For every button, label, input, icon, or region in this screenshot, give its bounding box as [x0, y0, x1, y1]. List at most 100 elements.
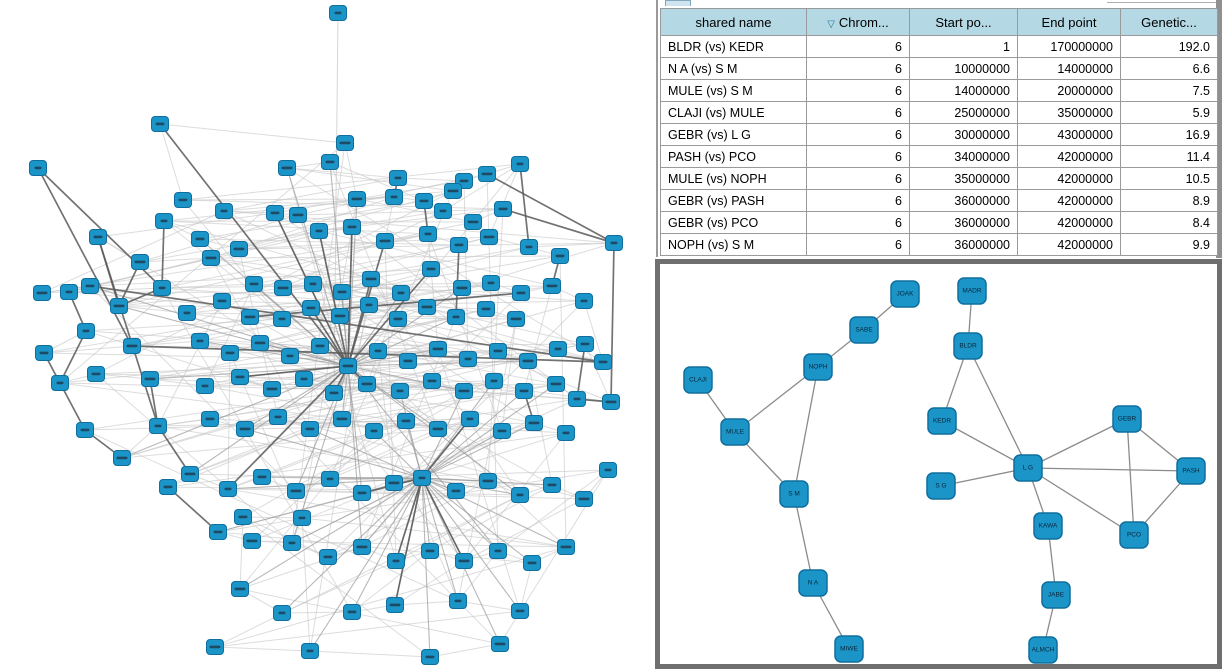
- graph-node[interactable]: [450, 237, 468, 253]
- graph-node[interactable]: [339, 358, 357, 374]
- graph-node[interactable]: [447, 483, 465, 499]
- graph-node[interactable]: [273, 605, 291, 621]
- table-cell[interactable]: 42000000: [1017, 145, 1121, 168]
- graph-node[interactable]: [51, 375, 69, 391]
- table-tab-fragment[interactable]: [665, 0, 691, 6]
- table-cell[interactable]: GEBR (vs) PASH: [660, 189, 807, 212]
- graph-node[interactable]: [455, 553, 473, 569]
- graph-node[interactable]: [362, 271, 380, 287]
- table-cell[interactable]: 43000000: [1017, 123, 1121, 146]
- graph-node[interactable]: [201, 411, 219, 427]
- table-cell[interactable]: N A (vs) S M: [660, 57, 807, 80]
- graph-node[interactable]: [549, 341, 567, 357]
- graph-node[interactable]: [543, 477, 561, 493]
- table-row[interactable]: GEBR (vs) L G 6 30000000 43000000 16.9: [660, 123, 1218, 146]
- graph-node[interactable]: [209, 524, 227, 540]
- graph-node[interactable]: [141, 371, 159, 387]
- graph-node[interactable]: [153, 280, 171, 296]
- graph-node[interactable]: [159, 479, 177, 495]
- node-miwe[interactable]: MIWE: [834, 635, 864, 663]
- graph-node[interactable]: [385, 189, 403, 205]
- graph-node[interactable]: [429, 421, 447, 437]
- graph-node[interactable]: [196, 378, 214, 394]
- table-cell[interactable]: 6: [806, 79, 910, 102]
- node-almch[interactable]: ALMCH: [1028, 636, 1058, 664]
- graph-node[interactable]: [155, 213, 173, 229]
- graph-node[interactable]: [478, 166, 496, 182]
- table-cell[interactable]: BLDR (vs) KEDR: [660, 35, 807, 58]
- graph-node[interactable]: [419, 226, 437, 242]
- graph-node[interactable]: [113, 450, 131, 466]
- table-cell[interactable]: 10000000: [909, 57, 1018, 80]
- table-cell[interactable]: 6: [806, 211, 910, 234]
- graph-node[interactable]: [295, 371, 313, 387]
- table-cell[interactable]: 6: [806, 145, 910, 168]
- node-bldr[interactable]: BLDR: [953, 332, 983, 360]
- graph-node[interactable]: [455, 383, 473, 399]
- overview-network-canvas[interactable]: [0, 0, 655, 669]
- graph-node[interactable]: [376, 233, 394, 249]
- graph-node[interactable]: [274, 280, 292, 296]
- graph-node[interactable]: [594, 354, 612, 370]
- table-cell[interactable]: 8.9: [1120, 189, 1218, 212]
- table-cell[interactable]: NOPH (vs) S M: [660, 233, 807, 256]
- table-row[interactable]: N A (vs) S M 6 10000000 14000000 6.6: [660, 57, 1218, 80]
- graph-node[interactable]: [512, 285, 530, 301]
- graph-node[interactable]: [123, 338, 141, 354]
- graph-node[interactable]: [231, 581, 249, 597]
- graph-node[interactable]: [76, 422, 94, 438]
- graph-node[interactable]: [551, 248, 569, 264]
- graph-node[interactable]: [215, 203, 233, 219]
- graph-node[interactable]: [576, 336, 594, 352]
- graph-node[interactable]: [181, 466, 199, 482]
- table-row[interactable]: NOPH (vs) S M 6 36000000 42000000 9.9: [660, 233, 1218, 256]
- graph-node[interactable]: [251, 335, 269, 351]
- graph-node[interactable]: [461, 411, 479, 427]
- graph-node[interactable]: [353, 485, 371, 501]
- graph-node[interactable]: [281, 348, 299, 364]
- graph-node[interactable]: [421, 543, 439, 559]
- graph-node[interactable]: [206, 639, 224, 655]
- graph-node[interactable]: [480, 229, 498, 245]
- detail-network-canvas[interactable]: JOAK MADR SABE NOPH BLDR CLAJI MULE KEDR GEBR S G…: [660, 264, 1217, 664]
- graph-node[interactable]: [386, 597, 404, 613]
- table-cell[interactable]: 36000000: [909, 189, 1018, 212]
- graph-node[interactable]: [489, 543, 507, 559]
- node-kedr[interactable]: KEDR: [927, 407, 957, 435]
- node-s-g[interactable]: S G: [926, 472, 956, 500]
- graph-node[interactable]: [283, 535, 301, 551]
- graph-node[interactable]: [523, 555, 541, 571]
- graph-node[interactable]: [87, 366, 105, 382]
- table-cell[interactable]: 11.4: [1120, 145, 1218, 168]
- node-noph[interactable]: NOPH: [803, 353, 833, 381]
- node-pash[interactable]: PASH: [1176, 457, 1206, 485]
- column-header-shared-name[interactable]: shared name: [660, 8, 807, 36]
- graph-node[interactable]: [482, 275, 500, 291]
- graph-node[interactable]: [301, 643, 319, 659]
- node-sabe[interactable]: SABE: [849, 316, 879, 344]
- graph-node[interactable]: [507, 311, 525, 327]
- graph-node[interactable]: [494, 201, 512, 217]
- column-header-start-position[interactable]: Start po...: [909, 8, 1018, 36]
- graph-node[interactable]: [311, 338, 329, 354]
- graph-node[interactable]: [35, 345, 53, 361]
- table-cell[interactable]: 6: [806, 189, 910, 212]
- node-pco[interactable]: PCO: [1119, 521, 1149, 549]
- graph-node[interactable]: [89, 229, 107, 245]
- table-cell[interactable]: 42000000: [1017, 189, 1121, 212]
- graph-node[interactable]: [415, 193, 433, 209]
- graph-node[interactable]: [321, 471, 339, 487]
- table-row[interactable]: BLDR (vs) KEDR 6 1 170000000 192.0: [660, 35, 1218, 58]
- table-cell[interactable]: 6: [806, 35, 910, 58]
- graph-node[interactable]: [385, 475, 403, 491]
- graph-node[interactable]: [60, 284, 78, 300]
- table-cell[interactable]: PASH (vs) PCO: [660, 145, 807, 168]
- graph-node[interactable]: [263, 381, 281, 397]
- graph-node[interactable]: [219, 481, 237, 497]
- table-cell[interactable]: MULE (vs) NOPH: [660, 167, 807, 190]
- table-vertical-scrollbar[interactable]: [1216, 0, 1222, 258]
- graph-node[interactable]: [423, 373, 441, 389]
- graph-node[interactable]: [321, 154, 339, 170]
- table-cell[interactable]: 36000000: [909, 233, 1018, 256]
- table-cell[interactable]: CLAJI (vs) MULE: [660, 101, 807, 124]
